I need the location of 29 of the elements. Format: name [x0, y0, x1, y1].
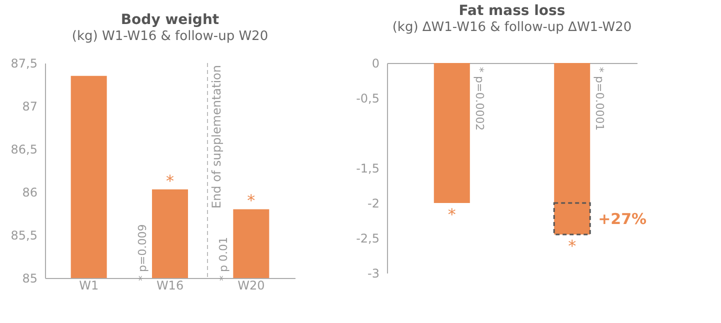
annotation: * p=0.009	[136, 224, 149, 281]
y-tick-label: -2,5	[356, 232, 380, 246]
y-tick-label: -1,5	[356, 162, 380, 176]
y-tick-label: 87	[22, 100, 38, 114]
annotation: *	[247, 191, 256, 210]
x-tick-label: W16	[156, 278, 184, 292]
y-tick-label: 86	[22, 186, 38, 200]
y-tick-label: 85,5	[10, 228, 38, 242]
annotation: *	[166, 171, 174, 190]
y-tick-label: -3	[368, 266, 380, 280]
annotation: +27%	[598, 210, 647, 228]
y-tick-label: 0	[372, 56, 380, 70]
y-tick-label: -0,5	[356, 92, 380, 106]
annotation: * p=0.0001	[593, 67, 606, 131]
chart-subtitle: (kg) ΔW1-W16 & follow-up ΔW1-W20	[392, 20, 632, 35]
y-tick-label: 86,5	[10, 142, 38, 156]
y-tick-label: -2	[368, 196, 380, 210]
y-tick-label: 87,5	[10, 56, 38, 70]
annotation: End of supplementation	[210, 65, 224, 209]
annotation: *	[568, 236, 576, 256]
x-tick-label: W20	[238, 278, 265, 292]
chart-title: Body weight	[120, 12, 220, 28]
chart-subtitle: (kg) W1-W16 & follow-up W20	[72, 29, 268, 44]
chart-title: Fat mass loss	[458, 3, 566, 19]
annotation: * p 0.01	[217, 237, 230, 281]
x-tick-label: W1	[79, 278, 99, 292]
annotation: *	[448, 205, 456, 224]
annotation: * p=0.0002	[472, 67, 486, 131]
y-tick-label: 85	[22, 272, 38, 286]
